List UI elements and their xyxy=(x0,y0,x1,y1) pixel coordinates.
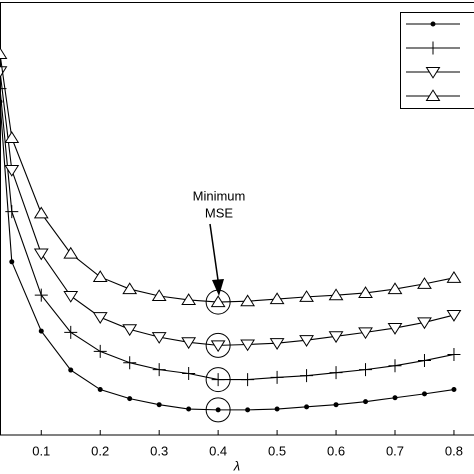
marker xyxy=(328,331,344,344)
series-line xyxy=(0,88,455,381)
marker xyxy=(63,290,79,303)
minimum-circle xyxy=(205,332,231,358)
marker xyxy=(417,354,431,368)
marker xyxy=(38,328,44,334)
marker xyxy=(299,335,314,347)
marker xyxy=(245,407,251,413)
x-tick-label: 0.6 xyxy=(327,443,345,458)
x-tick-label: 0.7 xyxy=(386,443,404,458)
marker xyxy=(425,66,441,79)
annotation-text: MSE xyxy=(205,205,234,220)
marker xyxy=(329,366,343,380)
marker xyxy=(64,325,78,339)
marker xyxy=(451,387,457,393)
marker xyxy=(417,277,432,289)
marker xyxy=(270,370,284,384)
marker xyxy=(122,324,138,337)
marker xyxy=(215,407,221,413)
marker xyxy=(5,205,19,219)
x-tick-label: 0.3 xyxy=(150,443,168,458)
marker xyxy=(240,294,256,307)
marker xyxy=(123,356,137,370)
marker xyxy=(9,259,15,265)
minimum-circle xyxy=(205,397,231,423)
marker xyxy=(388,359,402,373)
marker xyxy=(0,47,8,60)
marker xyxy=(328,288,344,301)
minimum-circle xyxy=(205,367,231,393)
marker xyxy=(241,373,255,387)
marker xyxy=(93,344,107,358)
marker xyxy=(34,288,48,302)
x-tick-label: 0.1 xyxy=(32,443,50,458)
marker xyxy=(333,402,339,408)
marker xyxy=(430,21,436,27)
annotation-arrowhead xyxy=(212,279,224,296)
marker xyxy=(152,363,166,377)
marker xyxy=(33,248,49,261)
marker xyxy=(181,293,197,305)
marker xyxy=(274,406,280,412)
marker xyxy=(387,282,403,295)
marker xyxy=(186,406,192,412)
marker xyxy=(211,373,225,387)
legend xyxy=(400,12,474,109)
marker xyxy=(425,89,441,102)
marker xyxy=(151,332,167,344)
marker xyxy=(97,387,103,393)
marker xyxy=(417,317,432,330)
marker xyxy=(359,363,373,377)
marker xyxy=(269,338,285,350)
annotation: Minimum MSE xyxy=(193,188,246,296)
marker xyxy=(426,41,440,55)
marker xyxy=(33,206,49,219)
marker xyxy=(300,369,314,383)
series-line xyxy=(0,53,455,303)
annotation-text: Minimum xyxy=(193,188,246,203)
marker xyxy=(363,399,369,405)
marker xyxy=(299,290,314,302)
marker xyxy=(447,347,461,361)
marker xyxy=(156,402,162,408)
marker xyxy=(92,270,108,283)
marker xyxy=(181,337,197,350)
marker xyxy=(4,164,20,177)
marker xyxy=(240,339,256,352)
plot-area xyxy=(0,47,462,423)
marker xyxy=(358,286,373,299)
marker xyxy=(387,322,403,335)
marker xyxy=(68,367,74,373)
x-tick-label: 0.5 xyxy=(268,443,286,458)
marker xyxy=(122,282,138,295)
legend-box xyxy=(400,12,474,109)
marker xyxy=(92,312,108,325)
x-axis-label: λ xyxy=(233,458,240,473)
marker xyxy=(4,131,20,144)
marker xyxy=(269,292,285,305)
marker xyxy=(446,271,462,283)
x-tick-label: 0.8 xyxy=(445,443,463,458)
x-tick-label: 0.4 xyxy=(209,443,227,458)
marker xyxy=(392,395,398,401)
marker xyxy=(210,295,226,308)
marker xyxy=(210,340,226,353)
marker xyxy=(127,396,133,402)
marker xyxy=(421,391,427,397)
marker xyxy=(304,404,310,410)
marker xyxy=(151,289,167,302)
marker xyxy=(446,310,462,322)
marker xyxy=(182,367,196,381)
annotation-arrow xyxy=(209,223,219,281)
x-tick-label: 0.2 xyxy=(91,443,109,458)
marker xyxy=(63,246,79,259)
marker xyxy=(358,327,373,340)
